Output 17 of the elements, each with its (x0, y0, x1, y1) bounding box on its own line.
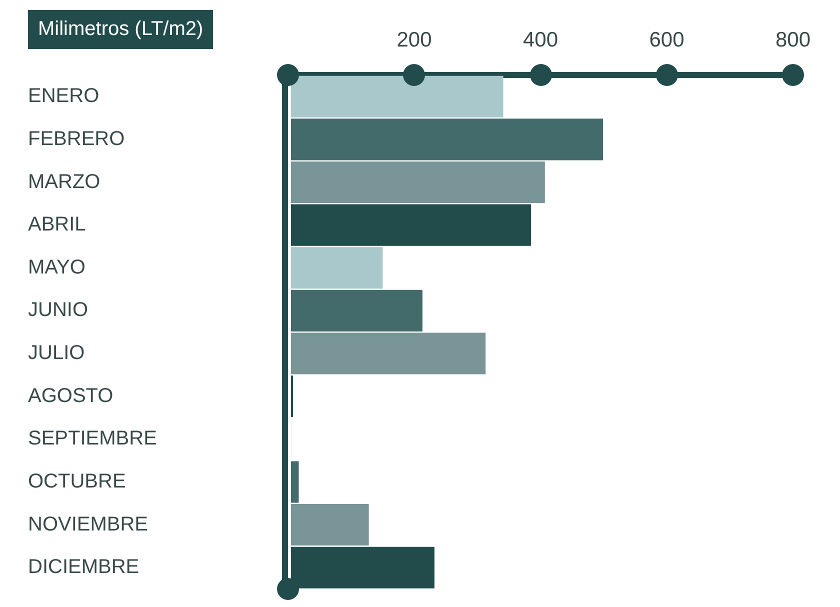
y-tick-label: MARZO (28, 170, 100, 193)
y-tick-label: JUNIO (28, 299, 88, 322)
x-tick-label: 400 (522, 28, 558, 52)
y-tick-label: SEPTIEMBRE (28, 428, 157, 450)
y-tick-label: OCTUBRE (28, 470, 126, 492)
y-tick-label: JULIO (28, 342, 85, 364)
y-tick-label: FEBRERO (28, 128, 125, 150)
x-tick-label: 600 (649, 28, 684, 52)
x-tick-label: 200 (396, 28, 432, 52)
x-tick-label: 800 (775, 28, 811, 52)
y-tick-label: ABRIL (28, 214, 86, 236)
text: Milimetros (LT/m2) (28, 10, 214, 49)
y-tick-label: NOVIEMBRE (28, 513, 148, 536)
y-tick-label: DICIEMBRE (28, 556, 140, 578)
y-tick-label: ENERO (28, 85, 100, 108)
y-tick-label: AGOSTO (28, 384, 114, 407)
y-tick-label: MAYO (28, 256, 86, 278)
